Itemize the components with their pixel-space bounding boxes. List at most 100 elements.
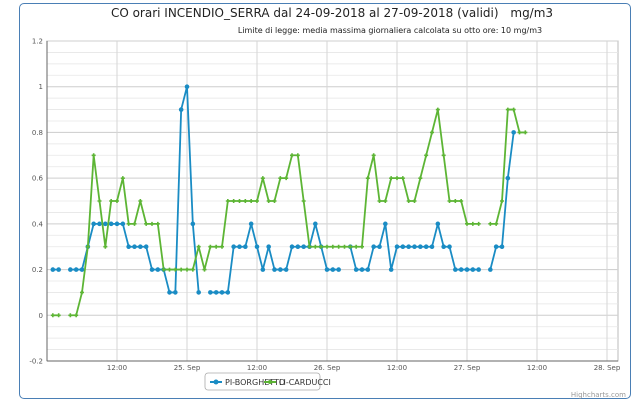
data-point bbox=[126, 221, 131, 226]
data-point bbox=[476, 267, 481, 272]
credits-link[interactable]: Highcharts.com bbox=[571, 391, 626, 399]
data-point bbox=[324, 267, 330, 272]
data-point bbox=[167, 267, 172, 272]
data-point bbox=[389, 176, 394, 181]
data-point bbox=[144, 221, 149, 226]
data-point bbox=[278, 176, 283, 181]
data-point bbox=[173, 290, 178, 295]
data-point bbox=[254, 244, 260, 250]
data-point bbox=[109, 199, 114, 203]
data-point bbox=[208, 290, 213, 295]
data-point bbox=[155, 221, 160, 226]
data-point bbox=[494, 221, 499, 226]
data-point bbox=[108, 221, 114, 227]
data-point bbox=[354, 244, 359, 249]
data-point bbox=[202, 267, 207, 272]
data-point bbox=[237, 199, 242, 203]
x-tick-label: 28. Sep bbox=[594, 364, 621, 372]
data-point bbox=[231, 199, 236, 203]
data-point bbox=[371, 153, 376, 158]
data-point bbox=[453, 267, 458, 272]
series-group bbox=[50, 84, 528, 318]
data-point bbox=[80, 290, 84, 295]
data-point bbox=[155, 267, 161, 272]
data-point bbox=[266, 244, 271, 250]
x-tick-label: 12:00 bbox=[387, 364, 407, 372]
data-point bbox=[185, 267, 189, 272]
series-pi-borghetto bbox=[50, 84, 516, 295]
data-point bbox=[56, 267, 61, 272]
data-point bbox=[295, 153, 300, 158]
chart-unit: mg/m3 bbox=[510, 6, 553, 20]
legend-item-pi-borghetto[interactable]: PI-BORGHETTO bbox=[210, 378, 285, 387]
data-point bbox=[383, 199, 388, 203]
data-point bbox=[132, 221, 137, 226]
data-point bbox=[114, 221, 120, 227]
data-point bbox=[243, 199, 248, 203]
data-point bbox=[243, 244, 248, 250]
data-point bbox=[377, 244, 382, 250]
data-point bbox=[91, 221, 96, 227]
data-point bbox=[249, 199, 254, 203]
chart-subtitle: Limite di legge: media massima giornalie… bbox=[238, 26, 542, 35]
data-point bbox=[313, 221, 318, 227]
data-point bbox=[359, 267, 365, 272]
data-point bbox=[208, 244, 213, 249]
data-point bbox=[225, 199, 230, 203]
data-point bbox=[149, 267, 155, 272]
data-point bbox=[470, 221, 475, 226]
data-point bbox=[511, 130, 516, 135]
data-point bbox=[190, 267, 195, 272]
data-point bbox=[220, 244, 224, 249]
data-point bbox=[173, 267, 178, 272]
data-point bbox=[301, 244, 306, 250]
data-point bbox=[406, 199, 411, 203]
data-point bbox=[120, 221, 126, 227]
data-point bbox=[388, 267, 394, 272]
data-point bbox=[458, 267, 464, 272]
data-point bbox=[248, 221, 254, 227]
data-point bbox=[330, 267, 336, 272]
data-point bbox=[353, 267, 359, 272]
data-point bbox=[412, 199, 417, 203]
legend: PI-BORGHETTO LI-CARDUCCI bbox=[204, 372, 331, 391]
data-point bbox=[523, 130, 528, 135]
legend-label-li-carducci: LI-CARDUCCI bbox=[279, 378, 331, 387]
data-point bbox=[511, 107, 516, 112]
data-point bbox=[231, 244, 236, 250]
data-point bbox=[383, 221, 388, 227]
legend-item-li-carducci[interactable]: LI-CARDUCCI bbox=[264, 378, 331, 387]
data-point bbox=[365, 176, 370, 181]
data-point bbox=[488, 267, 493, 272]
data-point bbox=[138, 199, 143, 203]
data-point bbox=[505, 175, 511, 181]
data-point bbox=[453, 199, 458, 203]
y-tick-label: 0.4 bbox=[32, 220, 44, 228]
data-point bbox=[115, 199, 119, 203]
y-axis: -0.2 0 0.2 0.4 0.6 0.8 1 1.2 bbox=[29, 38, 43, 366]
data-point bbox=[272, 199, 277, 203]
data-point bbox=[255, 199, 259, 203]
data-point bbox=[464, 267, 470, 272]
data-point bbox=[97, 199, 102, 203]
data-point bbox=[167, 290, 172, 295]
data-point bbox=[278, 267, 283, 272]
data-point bbox=[517, 130, 522, 135]
data-point bbox=[470, 267, 476, 272]
data-point bbox=[488, 221, 493, 226]
data-point bbox=[284, 176, 289, 181]
y-tick-label: 1 bbox=[39, 83, 43, 91]
data-point bbox=[400, 244, 406, 250]
data-point bbox=[161, 267, 166, 272]
data-point bbox=[418, 244, 423, 250]
y-tick-label: 1.2 bbox=[32, 38, 43, 46]
data-point bbox=[260, 267, 266, 272]
data-point bbox=[476, 221, 481, 226]
data-point bbox=[493, 244, 499, 250]
data-point bbox=[219, 290, 225, 295]
data-point bbox=[400, 176, 405, 181]
data-point bbox=[283, 267, 289, 272]
data-point bbox=[394, 244, 400, 250]
x-tick-label: 12:00 bbox=[527, 364, 547, 372]
data-point bbox=[260, 176, 265, 181]
